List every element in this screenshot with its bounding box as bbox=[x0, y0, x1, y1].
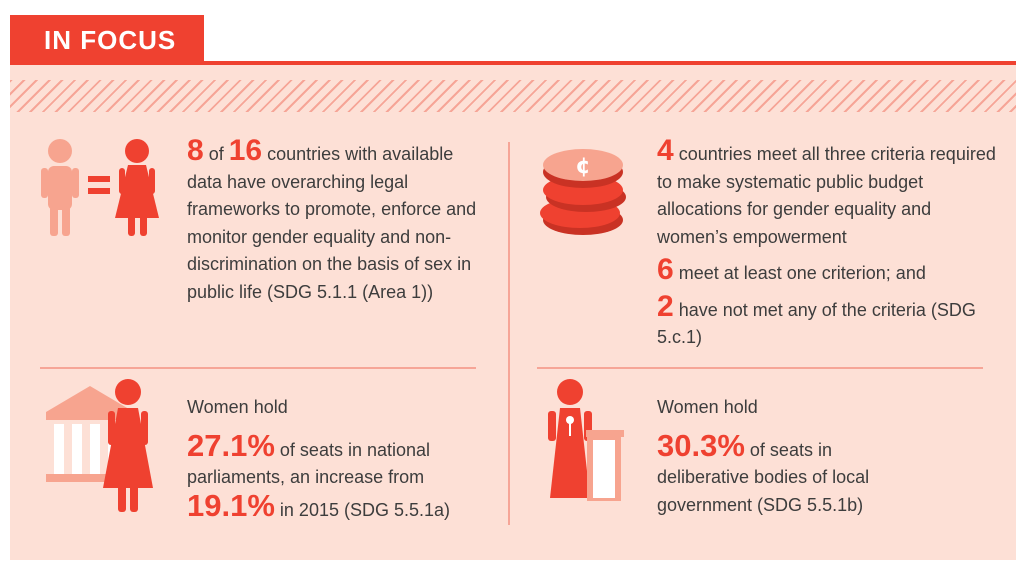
header-rule bbox=[10, 61, 1016, 65]
stat-parliament-value2: 19.1% bbox=[187, 487, 275, 523]
stat-budget-text1: countries meet all three criteria requir… bbox=[657, 144, 996, 247]
stat-budget-num1: 4 bbox=[657, 134, 674, 167]
stat-parliament-text2: in 2015 (SDG 5.5.1a) bbox=[279, 499, 451, 520]
stat-legal-of: of bbox=[208, 144, 224, 164]
divider-right bbox=[537, 367, 983, 369]
stat-parliament-text: of seats in national parliaments, an inc… bbox=[187, 439, 431, 488]
hatch-band bbox=[10, 80, 1016, 112]
stat-local-lead: Women hold bbox=[657, 397, 758, 417]
stat-parliament-value: 27.1% bbox=[187, 427, 275, 463]
stat-budget-text3: have not met any of the criteria (SDG 5.… bbox=[657, 299, 976, 348]
stat-budget-line2: 6 meet at least one criterion; and bbox=[657, 255, 997, 288]
stat-local-text: of seats in deliberative bodies of local… bbox=[657, 439, 870, 515]
stat-legal-num2: 16 bbox=[228, 134, 263, 167]
man-woman-equal-icon bbox=[41, 139, 159, 236]
stat-budget-text2: meet at least one criterion; and bbox=[678, 263, 926, 283]
stat-budget-num3: 2 bbox=[657, 289, 674, 323]
stat-legal-frameworks: 8 of 16 countries with available data ha… bbox=[187, 136, 487, 306]
stat-budget-num2: 6 bbox=[657, 253, 674, 286]
stat-budget-line1: 4 countries meet all three criteria requ… bbox=[657, 136, 997, 251]
parliament-woman-icon bbox=[46, 379, 153, 512]
stat-local-government: Women hold 30.3% of seats in deliberativ… bbox=[657, 394, 897, 519]
stat-budget-allocations: 4 countries meet all three criteria requ… bbox=[657, 136, 997, 352]
coin-stack-icon: ¢ bbox=[540, 149, 626, 235]
stat-local-value: 30.3% bbox=[657, 427, 745, 463]
vertical-divider bbox=[508, 142, 510, 525]
woman-podium-icon bbox=[548, 379, 624, 501]
stat-legal-text: countries with available data have overa… bbox=[187, 144, 477, 302]
stat-budget-line3: 2 have not met any of the criteria (SDG … bbox=[657, 289, 997, 352]
svg-text:¢: ¢ bbox=[575, 154, 590, 179]
stat-legal-num1: 8 bbox=[187, 134, 204, 167]
divider-left bbox=[40, 367, 476, 369]
content-panel bbox=[10, 65, 1016, 560]
section-tab: IN FOCUS bbox=[10, 15, 204, 65]
stat-parliament-lead: Women hold bbox=[187, 397, 288, 417]
stat-national-parliaments: Women hold 27.1% of seats in national pa… bbox=[187, 394, 487, 524]
